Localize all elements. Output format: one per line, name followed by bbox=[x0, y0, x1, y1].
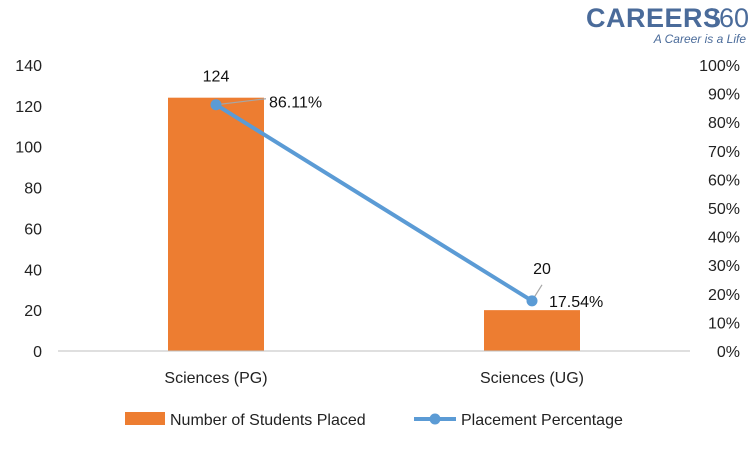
careers360-logo[interactable]: CAREERS 360 A Career is a Life bbox=[586, 3, 749, 46]
legend-swatch-bar bbox=[125, 412, 165, 425]
right-tick-label: 30% bbox=[708, 258, 740, 275]
category-labels: Sciences (PG) Sciences (UG) bbox=[164, 370, 584, 387]
left-tick-label: 140 bbox=[15, 58, 42, 75]
line-value-label: 86.11% bbox=[269, 95, 322, 112]
series-line bbox=[214, 102, 534, 303]
leader-line bbox=[215, 98, 267, 106]
legend-label: Number of Students Placed bbox=[170, 412, 366, 429]
line-point bbox=[526, 295, 538, 307]
right-tick-label: 70% bbox=[708, 144, 740, 161]
legend: Number of Students Placed Placement Perce… bbox=[125, 412, 623, 429]
right-tick-label: 50% bbox=[708, 201, 740, 218]
left-axis-ticks: 0 20 40 60 80 100 120 140 bbox=[15, 58, 42, 361]
right-tick-label: 90% bbox=[708, 87, 740, 104]
bar-value-label: 20 bbox=[533, 261, 551, 278]
line-value-label: 17.54% bbox=[549, 294, 603, 311]
right-tick-label: 40% bbox=[708, 230, 740, 247]
label-leader-lines bbox=[215, 98, 543, 302]
data-labels: 124 20 86.11% 17.54% bbox=[203, 69, 604, 311]
right-tick-label: 60% bbox=[708, 172, 740, 189]
left-tick-label: 60 bbox=[24, 221, 42, 238]
line-series bbox=[210, 99, 538, 307]
line-point bbox=[210, 99, 222, 111]
left-tick-label: 40 bbox=[24, 262, 42, 279]
right-tick-label: 20% bbox=[708, 287, 740, 304]
logo-number: 360 bbox=[704, 3, 749, 33]
left-tick-label: 20 bbox=[24, 303, 42, 320]
right-tick-label: 100% bbox=[699, 58, 740, 75]
right-axis-ticks: 0% 10% 20% 30% 40% 50% 60% 70% 80% 90% 100% bbox=[699, 58, 740, 361]
right-tick-label: 0% bbox=[717, 344, 740, 361]
left-tick-label: 80 bbox=[24, 181, 42, 198]
category-label: Sciences (PG) bbox=[164, 370, 267, 387]
left-tick-label: 0 bbox=[33, 344, 42, 361]
right-tick-label: 10% bbox=[708, 315, 740, 332]
left-tick-label: 100 bbox=[15, 140, 42, 157]
legend-swatch-marker bbox=[429, 413, 441, 425]
bar-value-label: 124 bbox=[203, 69, 230, 86]
legend-label: Placement Percentage bbox=[461, 412, 623, 429]
left-tick-label: 120 bbox=[15, 99, 42, 116]
logo-tagline: A Career is a Life bbox=[653, 32, 747, 46]
category-label: Sciences (UG) bbox=[480, 370, 584, 387]
bar-series bbox=[168, 97, 580, 351]
bar bbox=[168, 97, 264, 351]
bar bbox=[484, 310, 580, 351]
right-tick-label: 80% bbox=[708, 115, 740, 132]
logo-text: CAREERS bbox=[586, 3, 722, 33]
